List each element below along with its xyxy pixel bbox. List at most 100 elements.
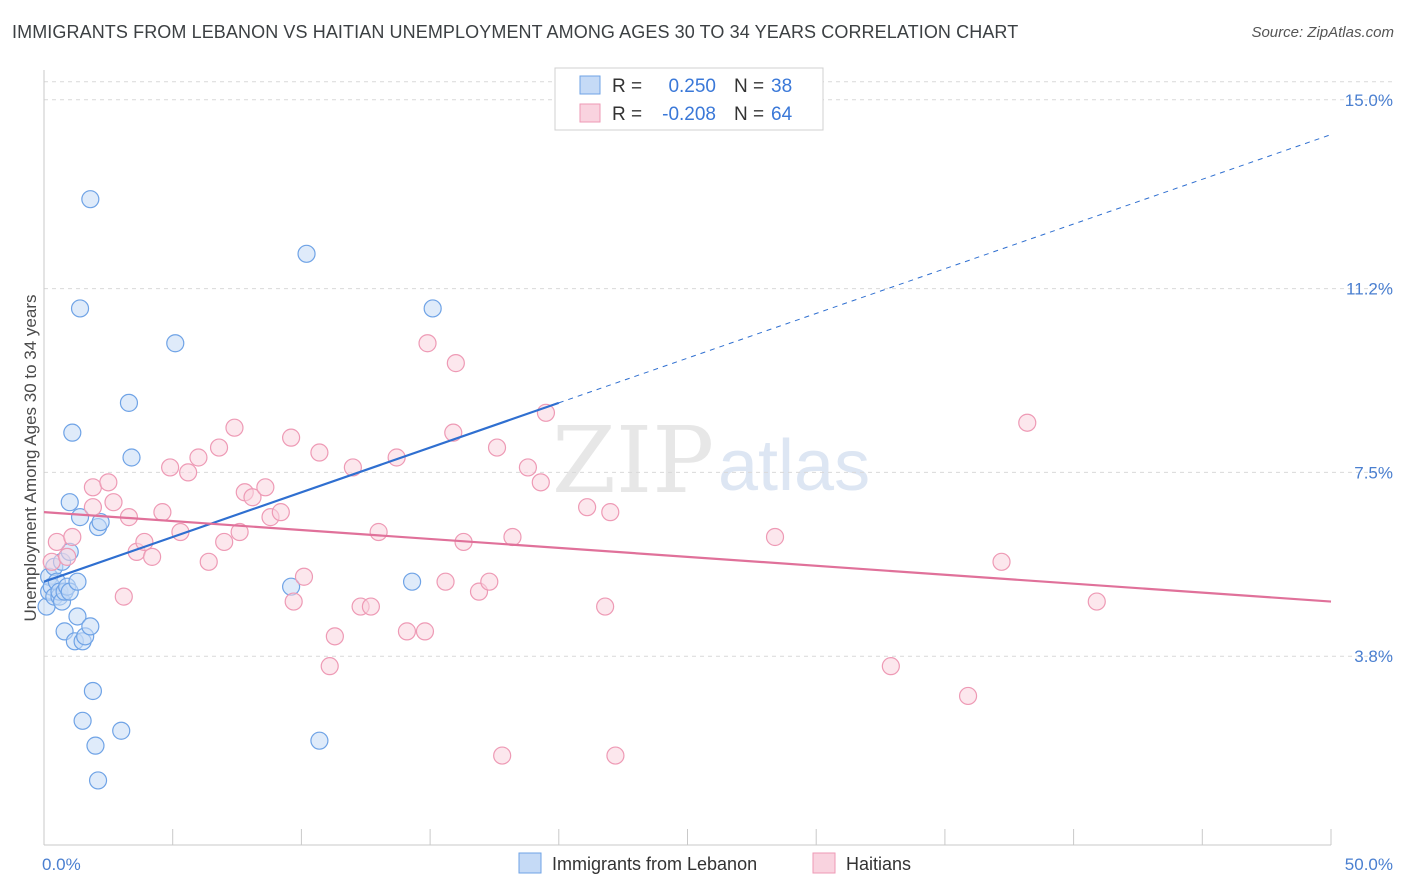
trend-line-haitians — [43, 511, 1332, 603]
data-point — [73, 711, 92, 730]
data-point — [58, 547, 77, 566]
y-tick-labels: 3.8% 7.5% 11.2% 15.0% — [1345, 91, 1393, 666]
trend-lines — [43, 134, 1332, 603]
data-point — [402, 572, 422, 591]
data-point — [179, 463, 198, 482]
data-point — [47, 532, 66, 552]
data-point — [91, 512, 110, 532]
data-point — [68, 607, 87, 626]
x-tick-label: 50.0% — [1345, 855, 1393, 874]
legend-n-label: N = — [734, 76, 764, 97]
data-point — [325, 627, 344, 646]
data-point — [63, 527, 82, 547]
data-point — [503, 527, 522, 547]
x-tick-label: 0.0% — [42, 855, 81, 874]
data-point — [209, 438, 229, 457]
data-point — [99, 473, 118, 492]
data-point — [992, 552, 1011, 571]
data-point — [243, 488, 262, 507]
data-point — [578, 498, 597, 517]
y-tick-label: 11.2% — [1346, 280, 1393, 299]
legend-r-label: R = — [612, 104, 642, 125]
legend-swatch — [579, 103, 601, 123]
data-point — [161, 458, 180, 477]
legend-label: Immigrants from Lebanon — [552, 854, 757, 874]
data-point — [88, 771, 108, 790]
data-point — [81, 617, 100, 636]
data-point — [83, 498, 103, 517]
data-point — [104, 493, 123, 512]
data-point — [493, 746, 512, 765]
data-point — [518, 458, 538, 477]
legend-swatch — [579, 75, 601, 95]
legend-swatch — [812, 852, 836, 874]
legend-n-label: N = — [734, 104, 764, 125]
legend-n-value: 38 — [771, 76, 792, 97]
data-point — [143, 547, 162, 566]
data-point — [415, 622, 435, 641]
y-tick-label: 3.8% — [1354, 647, 1393, 666]
data-point — [215, 532, 234, 552]
data-point — [958, 686, 978, 706]
data-point — [397, 622, 417, 641]
data-point — [68, 572, 87, 591]
trend-line-lebanon — [43, 401, 560, 583]
data-point — [81, 190, 100, 209]
data-point — [423, 299, 442, 318]
y-tick-label: 7.5% — [1354, 463, 1393, 482]
data-point — [83, 681, 103, 701]
data-point — [271, 503, 290, 522]
data-point — [86, 736, 105, 755]
data-point — [601, 503, 620, 522]
data-point — [112, 721, 131, 740]
axes — [43, 70, 1332, 846]
data-point — [282, 428, 301, 447]
data-point — [153, 503, 172, 522]
data-point — [531, 473, 550, 492]
data-point — [225, 418, 244, 437]
data-point — [83, 478, 103, 497]
data-point — [294, 567, 314, 586]
data-point — [119, 393, 139, 412]
data-point — [361, 597, 380, 616]
watermark: ZIP atlas — [552, 407, 870, 514]
data-point — [166, 334, 185, 353]
data-point — [436, 572, 455, 591]
data-point — [230, 522, 249, 542]
legend-r-value: -0.208 — [662, 104, 716, 125]
data-point — [284, 592, 303, 611]
data-point — [310, 731, 329, 750]
legend-swatch — [518, 852, 542, 874]
trend-line-lebanon-extension — [558, 134, 1332, 404]
data-point — [369, 522, 388, 542]
legend-r-label: R = — [612, 76, 642, 97]
data-point — [446, 354, 465, 373]
gridlines — [44, 81, 1392, 657]
data-point — [60, 493, 79, 512]
data-point — [114, 587, 133, 606]
y-tick-label: 15.0% — [1345, 91, 1393, 110]
stats-legend: R = 0.250 N = 38 R = -0.208 N = 64 — [554, 67, 824, 131]
data-point — [1018, 413, 1037, 432]
watermark-zip: ZIP — [552, 407, 714, 514]
data-point — [606, 746, 625, 765]
data-point — [189, 448, 208, 467]
data-point — [1087, 592, 1106, 611]
data-point — [310, 443, 329, 462]
data-point — [343, 458, 362, 477]
series-immigrants-from-lebanon — [37, 190, 442, 790]
legend-r-value: 0.250 — [668, 76, 716, 97]
data-point — [256, 478, 275, 497]
legend-label: Haitians — [846, 854, 911, 874]
data-point — [320, 657, 339, 676]
data-point — [881, 657, 900, 676]
y-axis-label: Unemployment Among Ages 30 to 34 years — [21, 295, 40, 622]
series-legend: Immigrants from Lebanon Haitians — [518, 852, 911, 874]
data-point — [70, 299, 90, 318]
series-haitians — [42, 334, 1106, 765]
data-point — [480, 572, 499, 591]
data-point — [63, 423, 82, 442]
chart-title: IMMIGRANTS FROM LEBANON VS HAITIAN UNEMP… — [12, 22, 1019, 42]
data-point — [70, 508, 90, 527]
